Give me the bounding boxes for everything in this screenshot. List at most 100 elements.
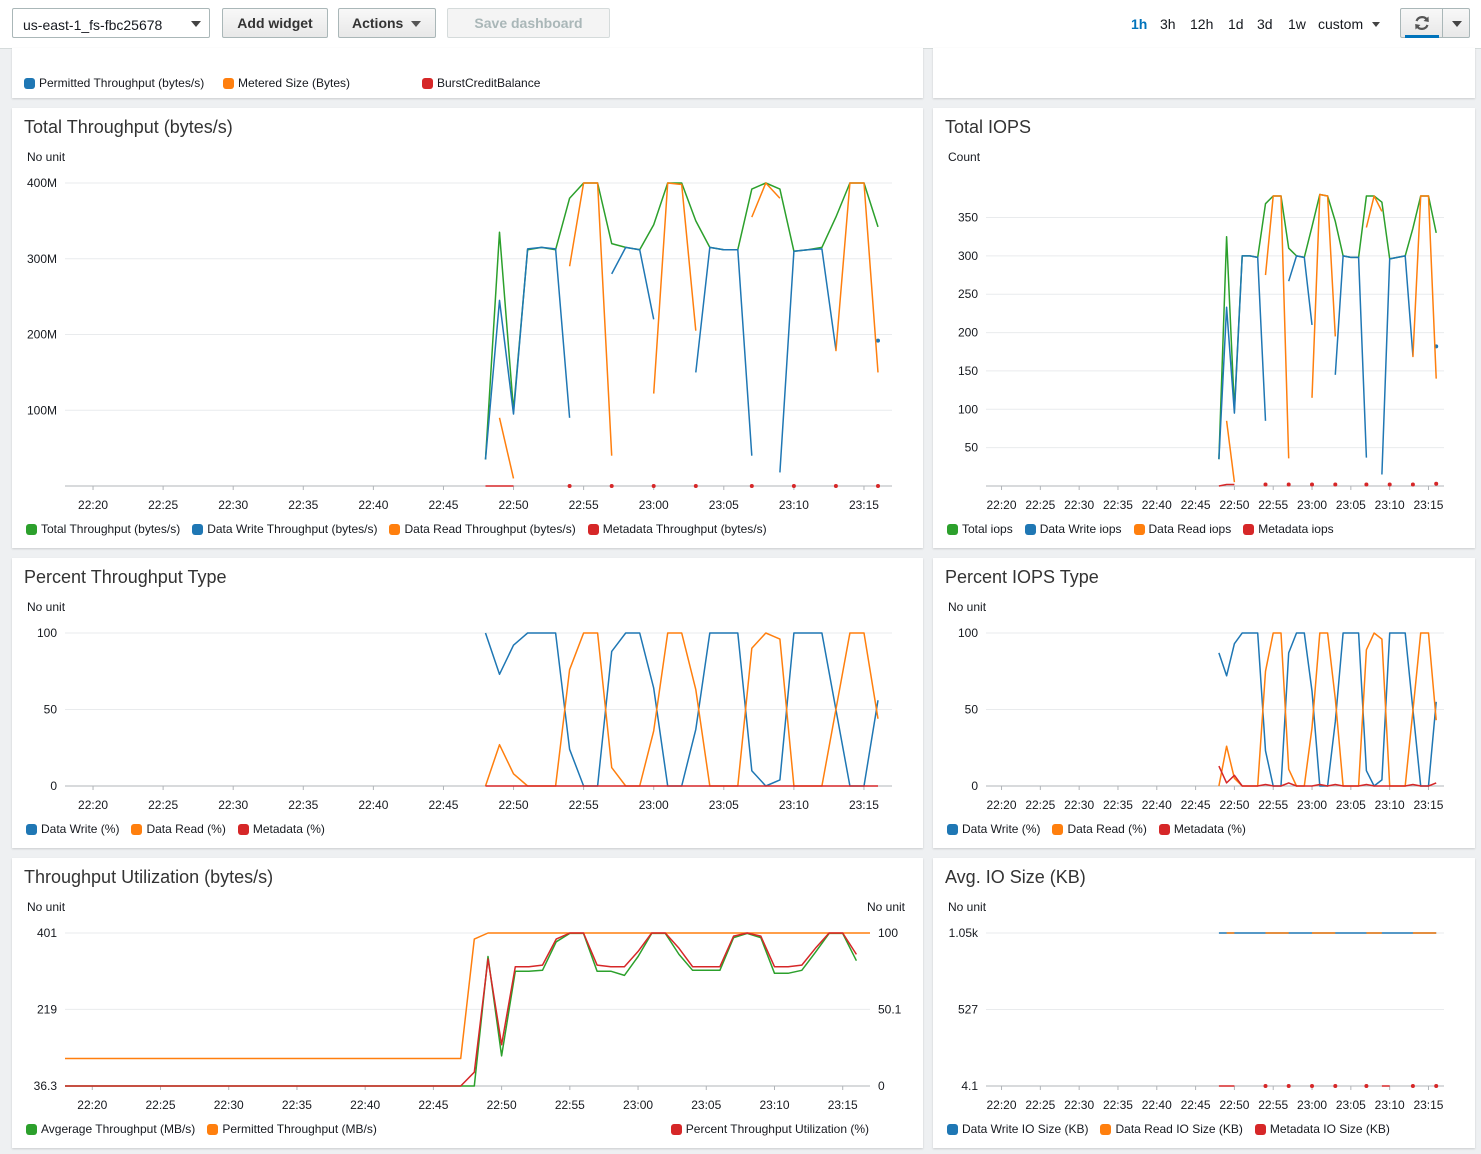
legend-item[interactable]: Data Read (%) xyxy=(1052,822,1147,836)
legend-swatch xyxy=(24,77,35,89)
legend-item[interactable]: Percent Throughput Utilization (%) xyxy=(670,1122,869,1136)
data-point xyxy=(1333,482,1338,487)
range-1w[interactable]: 1w xyxy=(1288,16,1306,32)
top-right-widget xyxy=(933,48,1475,98)
chevron-down-icon xyxy=(411,21,421,27)
legend-swatch xyxy=(389,523,401,535)
x-tick-label: 22:45 xyxy=(428,498,458,512)
actions-button[interactable]: Actions xyxy=(338,8,436,38)
legend-item[interactable]: Data Read Throughput (bytes/s) xyxy=(389,522,576,536)
legend-swatch xyxy=(947,1123,958,1135)
legend-swatch xyxy=(1243,523,1255,535)
x-tick-label: 22:40 xyxy=(1142,798,1172,812)
chart-plot: 0 50 100 22:20 22:25 22:30 22:35 22:40 22:45 22:5… xyxy=(958,626,1444,812)
legend-label: Metadata IO Size (KB) xyxy=(1269,1122,1390,1136)
legend-item[interactable]: Metadata Throughput (bytes/s) xyxy=(587,522,767,536)
legend-item[interactable]: Metadata (%) xyxy=(237,822,325,836)
legend-item[interactable]: BurstCreditBalance xyxy=(422,76,540,90)
y-tick-label: 100 xyxy=(958,402,978,416)
chart-legend: Data Write IO Size (KB) Data Read IO Size… xyxy=(947,1122,1390,1136)
x-tick-label: 23:10 xyxy=(779,798,809,812)
y-axis-unit: No unit xyxy=(948,600,987,614)
legend-item[interactable]: Metadata iops xyxy=(1243,522,1334,536)
legend-item[interactable]: Data Read (%) xyxy=(131,822,226,836)
series-percent-throughput-utilization xyxy=(65,932,858,1087)
legend-label: Percent Throughput Utilization (%) xyxy=(685,1122,869,1136)
legend-item[interactable]: Data Read IO Size (KB) xyxy=(1100,1122,1243,1136)
y-tick-label: 527 xyxy=(958,1003,978,1017)
range-3d[interactable]: 3d xyxy=(1257,16,1273,32)
series-line xyxy=(1218,193,1437,460)
series-line xyxy=(568,182,613,456)
y-tick-label: 100M xyxy=(27,403,57,417)
save-dashboard-button[interactable]: Save dashboard xyxy=(447,8,610,38)
data-point xyxy=(1333,1084,1338,1088)
data-point xyxy=(749,484,754,488)
series-line xyxy=(835,182,879,373)
chart-legend: Total iops Data Write iops Data Read iops M… xyxy=(947,522,1334,536)
legend-item[interactable]: Data Read iops xyxy=(1133,522,1231,536)
file-system-select[interactable]: us-east-1_fs-fbc25678 xyxy=(12,8,210,38)
legend-item[interactable]: Data Write Throughput (bytes/s) xyxy=(192,522,377,536)
legend-item[interactable]: Data Write (%) xyxy=(947,822,1040,836)
legend-item[interactable]: Metadata (%) xyxy=(1158,822,1246,836)
x-tick-label: 22:35 xyxy=(1103,798,1133,812)
x-tick-label: 22:40 xyxy=(1142,498,1172,512)
add-widget-button[interactable]: Add widget xyxy=(222,8,328,38)
chart-legend: Total Throughput (bytes/s) Data Write Thr… xyxy=(26,522,767,536)
panel-title: Avg. IO Size (KB) xyxy=(945,867,1086,887)
range-custom[interactable]: custom xyxy=(1318,16,1380,32)
legend-item[interactable]: Metered Size (Bytes) xyxy=(223,76,422,90)
y-tick-label: 50 xyxy=(965,703,979,717)
series-metadata-iops xyxy=(1218,481,1439,487)
x-tick-label: 22:35 xyxy=(1103,498,1133,512)
y-tick-label: 401 xyxy=(37,926,57,940)
series-line xyxy=(695,246,753,456)
x-tick-label: 22:55 xyxy=(1258,1098,1288,1112)
y-tick-label: 200M xyxy=(27,328,57,342)
x-tick-label: 23:15 xyxy=(849,498,879,512)
x-tick-label: 23:00 xyxy=(1297,798,1327,812)
legend-item[interactable]: Permitted Throughput (MB/s) xyxy=(207,1122,377,1136)
range-1h[interactable]: 1h xyxy=(1131,16,1148,32)
data-point xyxy=(1286,482,1291,487)
legend-swatch xyxy=(237,823,249,835)
series-line xyxy=(751,182,781,218)
range-3h[interactable]: 3h xyxy=(1160,16,1176,32)
x-tick-label: 22:45 xyxy=(1181,798,1211,812)
range-12h[interactable]: 12h xyxy=(1190,16,1214,32)
legend-item[interactable]: Total iops xyxy=(947,522,1013,536)
range-1d[interactable]: 1d xyxy=(1228,16,1244,32)
x-tick-label: 22:50 xyxy=(499,798,529,812)
actions-button-label: Actions xyxy=(352,15,404,31)
legend-item[interactable]: Data Write IO Size (KB) xyxy=(947,1122,1088,1136)
legend-item[interactable]: Total Throughput (bytes/s) xyxy=(26,522,180,536)
legend-item[interactable]: Permitted Throughput (bytes/s) xyxy=(24,76,223,90)
legend-item[interactable]: Data Write iops xyxy=(1024,522,1122,536)
panel-title: Percent Throughput Type xyxy=(24,567,227,587)
data-point xyxy=(609,484,614,488)
x-tick-label: 22:45 xyxy=(1181,1098,1211,1112)
legend-item[interactable]: Data Write (%) xyxy=(26,822,119,836)
refresh-icon[interactable] xyxy=(1412,13,1432,33)
legend-swatch xyxy=(26,523,37,535)
legend-swatch xyxy=(1158,823,1170,835)
legend-label: Permitted Throughput (MB/s) xyxy=(222,1122,377,1136)
x-tick-label: 23:00 xyxy=(623,1098,653,1112)
legend-item[interactable]: Avgerage Throughput (MB/s) xyxy=(26,1122,195,1136)
series-line xyxy=(484,182,879,460)
x-tick-label: 23:00 xyxy=(639,798,669,812)
data-point xyxy=(1410,1084,1415,1088)
series-line xyxy=(1311,193,1337,398)
legend-swatch xyxy=(131,823,143,835)
refresh-options-chevron-icon[interactable] xyxy=(1452,21,1462,27)
x-tick-label: 23:15 xyxy=(849,798,879,812)
y-tick-label: 100 xyxy=(958,626,978,640)
refresh-button-group[interactable] xyxy=(1400,8,1470,38)
legend-label: Total Throughput (bytes/s) xyxy=(41,522,181,536)
legend-item[interactable]: Metadata IO Size (KB) xyxy=(1254,1122,1390,1136)
refresh-divider xyxy=(1442,9,1443,37)
data-point xyxy=(1434,1084,1439,1088)
series-line xyxy=(1218,255,1267,460)
y-right-tick-label: 100 xyxy=(878,926,898,940)
